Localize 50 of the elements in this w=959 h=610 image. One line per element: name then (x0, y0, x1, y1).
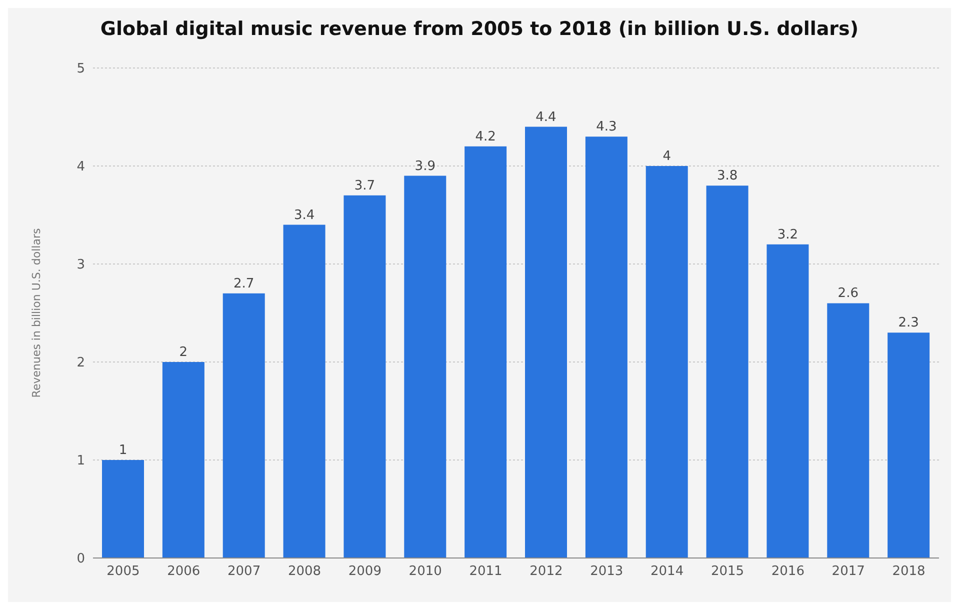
bar (646, 166, 688, 558)
bar (766, 244, 809, 558)
x-tick-label: 2007 (228, 564, 261, 580)
x-tick-label: 2009 (348, 564, 382, 580)
data-label: 2.7 (234, 276, 254, 292)
bar (222, 293, 265, 558)
bar (706, 186, 748, 558)
y-tick-label: 4 (76, 160, 85, 175)
bar (464, 146, 507, 558)
data-label: 2.3 (898, 316, 919, 331)
data-label: 4.3 (596, 120, 617, 135)
x-tick-label: 2006 (167, 564, 200, 580)
y-tick-label: 5 (76, 62, 85, 77)
y-axis-title: Revenues in billion U.S. dollars (30, 228, 43, 398)
data-label: 1 (118, 443, 128, 458)
bar (404, 176, 446, 558)
data-label: 4 (662, 149, 671, 164)
y-tick-label: 1 (76, 454, 85, 469)
bar (888, 332, 930, 558)
data-label: 3.2 (777, 227, 798, 242)
data-label: 2 (179, 345, 188, 360)
x-tick-label: 2011 (469, 564, 502, 580)
x-tick-label: 2008 (288, 564, 322, 580)
data-label: 2.6 (838, 286, 858, 302)
data-label: 3.9 (414, 158, 436, 174)
chart-title: Global digital music revenue from 2005 to 2018 (in billion U.S. dollars) (99, 17, 860, 42)
bar (344, 195, 386, 558)
x-tick-label: 2018 (892, 564, 926, 580)
x-tick-label: 2005 (106, 564, 140, 580)
data-label: 3.8 (716, 168, 738, 184)
bar (102, 460, 144, 558)
x-tick-label: 2017 (832, 564, 865, 580)
x-tick-label: 2014 (650, 564, 684, 580)
data-label: 4.2 (475, 129, 496, 144)
y-tick-label: 0 (76, 552, 85, 567)
bar (283, 224, 326, 558)
x-tick-label: 2013 (590, 564, 624, 580)
bar (585, 136, 628, 558)
x-tick-label: 2016 (771, 564, 804, 580)
bar (827, 303, 870, 558)
bar (162, 362, 204, 558)
x-tick-label: 2010 (408, 564, 442, 580)
x-tick-label: 2012 (530, 564, 563, 580)
bar (525, 126, 567, 558)
data-label: 3.4 (294, 208, 315, 223)
y-tick-label: 3 (76, 258, 85, 273)
data-label: 4.4 (536, 110, 556, 125)
y-tick-label: 2 (76, 356, 85, 371)
data-label: 3.7 (354, 178, 376, 194)
x-tick-label: 2015 (710, 564, 744, 580)
